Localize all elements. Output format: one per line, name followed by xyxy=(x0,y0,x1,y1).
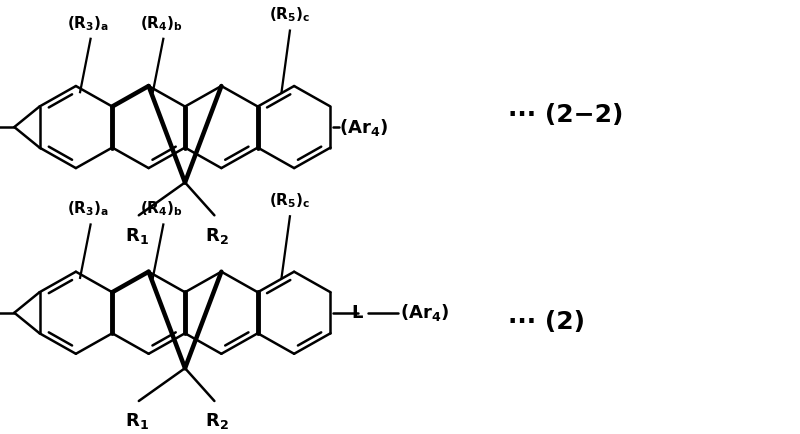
Text: $\mathbf{L}$: $\mathbf{L}$ xyxy=(351,304,364,322)
Text: $\mathbf{(R_3)_a}$: $\mathbf{(R_3)_a}$ xyxy=(67,200,110,218)
Text: $\mathbf{R_1}$: $\mathbf{R_1}$ xyxy=(125,226,149,246)
Text: $\mathbf{R_1}$: $\mathbf{R_1}$ xyxy=(125,411,149,431)
Text: $\mathbf{R_2}$: $\mathbf{R_2}$ xyxy=(205,411,228,431)
Text: $\mathbf{R_2}$: $\mathbf{R_2}$ xyxy=(205,226,228,246)
Text: ··· (2−2): ··· (2−2) xyxy=(508,102,623,127)
Text: $\mathbf{(Ar_4)}$: $\mathbf{(Ar_4)}$ xyxy=(339,117,388,138)
Text: $\mathbf{(R_5)_c}$: $\mathbf{(R_5)_c}$ xyxy=(269,191,310,210)
Text: $\mathbf{(Ar_4)}$: $\mathbf{(Ar_4)}$ xyxy=(400,302,449,323)
Text: $\mathbf{(R_4)_b}$: $\mathbf{(R_4)_b}$ xyxy=(140,14,182,33)
Text: $\mathbf{(R_3)_a}$: $\mathbf{(R_3)_a}$ xyxy=(67,14,110,33)
Text: ··· (2): ··· (2) xyxy=(508,310,585,334)
Text: $\mathbf{(R_4)_b}$: $\mathbf{(R_4)_b}$ xyxy=(140,200,182,218)
Text: $\mathbf{(R_5)_c}$: $\mathbf{(R_5)_c}$ xyxy=(269,6,310,24)
